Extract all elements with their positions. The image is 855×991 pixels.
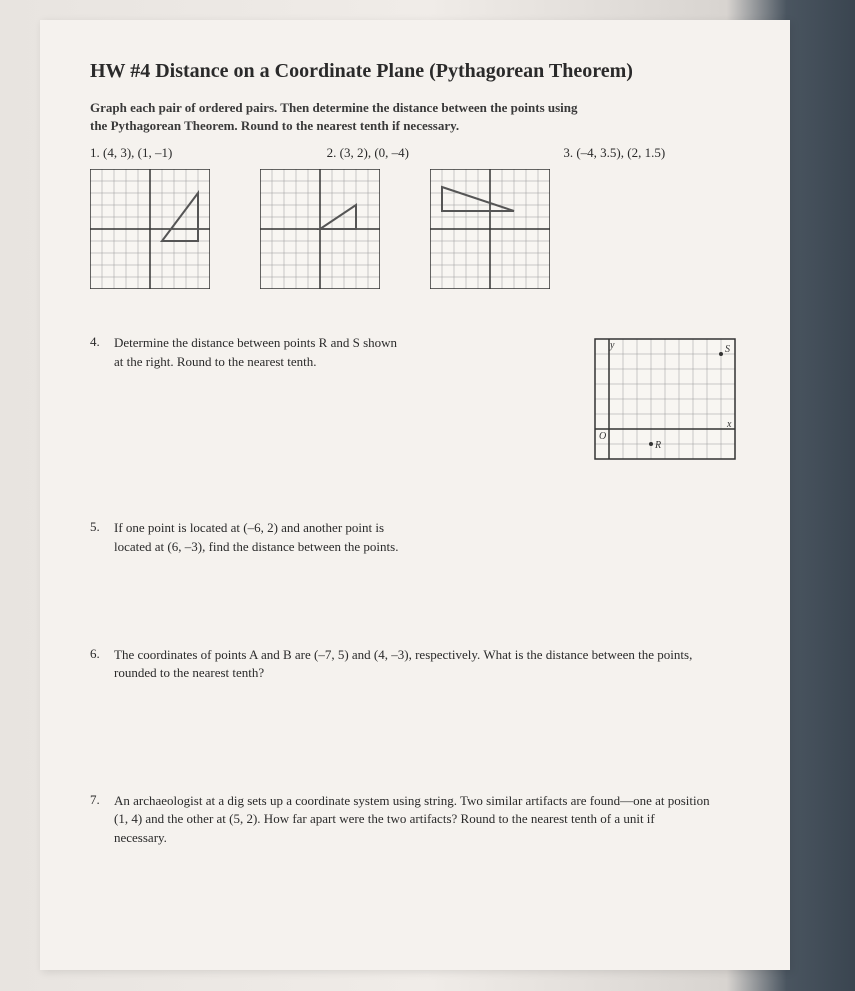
point-s-label: S	[725, 344, 730, 355]
origin-label: O	[599, 431, 606, 442]
instructions-line-2: the Pythagorean Theorem. Round to the ne…	[90, 118, 459, 133]
q4-line-2: at the right. Round to the nearest tenth…	[114, 354, 317, 369]
y-axis-label: y	[609, 340, 615, 351]
problem-2-num: 2.	[327, 145, 337, 160]
problem-1-points: (4, 3), (1, –1)	[103, 145, 172, 160]
question-6: 6. The coordinates of points A and B are…	[90, 646, 740, 682]
point-r-label: R	[654, 440, 661, 451]
problem-3-label: 3. (–4, 3.5), (2, 1.5)	[563, 145, 740, 161]
q5-line-1: If one point is located at (–6, 2) and a…	[114, 520, 384, 535]
question-5-num: 5.	[90, 519, 106, 555]
grid-4: O y x R S	[590, 334, 740, 469]
problem-3-num: 3.	[563, 145, 573, 160]
question-6-text: The coordinates of points A and B are (–…	[114, 646, 692, 682]
grid-3-svg	[430, 169, 550, 289]
worksheet-title: HW #4 Distance on a Coordinate Plane (Py…	[90, 60, 740, 83]
problem-2-label: 2. (3, 2), (0, –4)	[327, 145, 504, 161]
question-7-text: An archaeologist at a dig sets up a coor…	[114, 792, 710, 847]
question-4-row: 4. Determine the distance between points…	[90, 334, 740, 469]
grid-2	[260, 169, 380, 294]
grid-4-svg: O y x R S	[590, 334, 740, 464]
grid-1	[90, 169, 210, 294]
x-axis-label: x	[726, 419, 732, 430]
question-5-text: If one point is located at (–6, 2) and a…	[114, 519, 398, 555]
q6-line-1: The coordinates of points A and B are (–…	[114, 647, 692, 662]
problem-1-num: 1.	[90, 145, 100, 160]
q6-line-2: rounded to the nearest tenth?	[114, 665, 264, 680]
q5-line-2: located at (6, –3), find the distance be…	[114, 539, 398, 554]
question-7-num: 7.	[90, 792, 106, 847]
problem-1-label: 1. (4, 3), (1, –1)	[90, 145, 267, 161]
question-6-num: 6.	[90, 646, 106, 682]
grid-1-svg	[90, 169, 210, 289]
question-4: 4. Determine the distance between points…	[90, 334, 550, 370]
q7-line-2: (1, 4) and the other at (5, 2). How far …	[114, 811, 655, 826]
q7-line-1: An archaeologist at a dig sets up a coor…	[114, 793, 710, 808]
question-4-text: Determine the distance between points R …	[114, 334, 397, 370]
problem-3-points: (–4, 3.5), (2, 1.5)	[576, 145, 665, 160]
question-4-num: 4.	[90, 334, 106, 370]
q7-line-3: necessary.	[114, 830, 167, 845]
question-5: 5. If one point is located at (–6, 2) an…	[90, 519, 740, 555]
grid-2-svg	[260, 169, 380, 289]
instructions: Graph each pair of ordered pairs. Then d…	[90, 99, 740, 135]
grid-3	[430, 169, 550, 294]
problem-2-points: (3, 2), (0, –4)	[340, 145, 409, 160]
question-7: 7. An archaeologist at a dig sets up a c…	[90, 792, 740, 847]
instructions-line-1: Graph each pair of ordered pairs. Then d…	[90, 100, 578, 115]
grids-row	[90, 169, 740, 294]
q4-line-1: Determine the distance between points R …	[114, 335, 397, 350]
worksheet-paper: HW #4 Distance on a Coordinate Plane (Py…	[40, 20, 790, 970]
problems-row: 1. (4, 3), (1, –1) 2. (3, 2), (0, –4) 3.…	[90, 145, 740, 161]
